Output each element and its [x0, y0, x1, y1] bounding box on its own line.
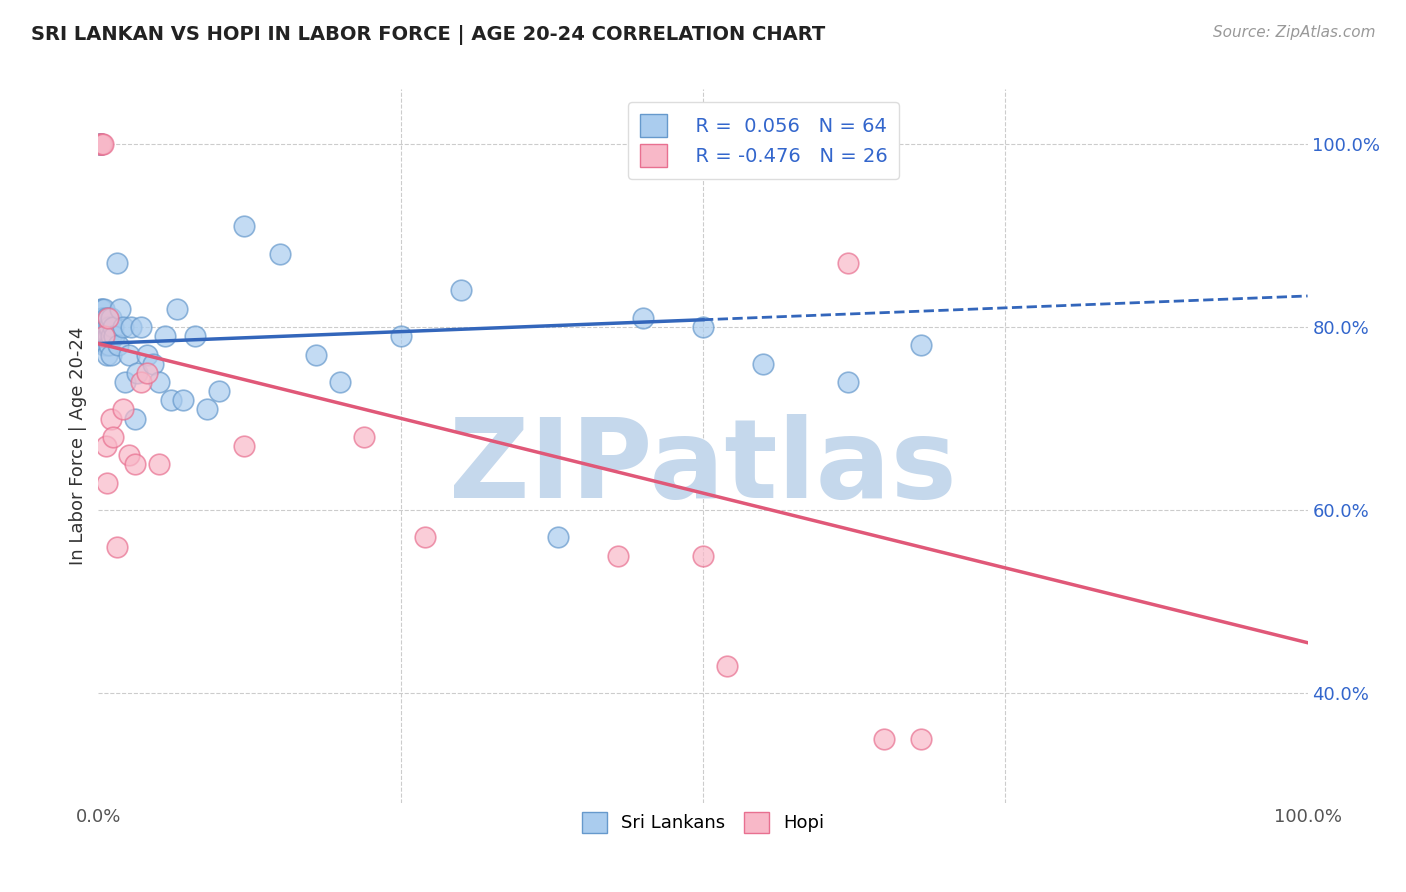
Point: [135, 347, 157, 361]
Point: [90, 329, 112, 343]
Point: [716, 658, 738, 673]
Y-axis label: In Labor Force | Age 20-24: In Labor Force | Age 20-24: [69, 326, 87, 566]
Point: [94, 329, 117, 343]
Point: [91, 137, 114, 152]
Point: [93, 320, 115, 334]
Point: [148, 375, 170, 389]
Point: [153, 329, 176, 343]
Point: [232, 439, 254, 453]
Point: [114, 375, 136, 389]
Point: [148, 458, 170, 472]
Point: [105, 256, 128, 270]
Point: [631, 310, 654, 325]
Point: [837, 256, 859, 270]
Point: [96, 338, 118, 352]
Point: [160, 393, 183, 408]
Point: [105, 540, 128, 554]
Point: [269, 247, 291, 261]
Point: [90, 137, 112, 152]
Point: [111, 402, 134, 417]
Point: [120, 320, 142, 334]
Point: [873, 731, 896, 746]
Point: [97, 329, 120, 343]
Point: [96, 320, 118, 334]
Point: [195, 402, 218, 417]
Point: [135, 366, 157, 380]
Point: [166, 301, 188, 316]
Point: [450, 284, 472, 298]
Point: [93, 329, 115, 343]
Point: [547, 531, 569, 545]
Point: [91, 301, 114, 316]
Point: [98, 320, 121, 334]
Point: [305, 347, 328, 361]
Point: [118, 448, 141, 462]
Point: [91, 329, 114, 343]
Legend: Sri Lankans, Hopi: Sri Lankans, Hopi: [571, 801, 835, 844]
Point: [208, 384, 231, 398]
Point: [101, 430, 124, 444]
Point: [752, 357, 775, 371]
Point: [127, 366, 149, 380]
Point: [910, 338, 932, 352]
Point: [329, 375, 352, 389]
Point: [89, 137, 111, 152]
Point: [108, 301, 131, 316]
Text: SRI LANKAN VS HOPI IN LABOR FORCE | AGE 20-24 CORRELATION CHART: SRI LANKAN VS HOPI IN LABOR FORCE | AGE …: [31, 25, 825, 45]
Point: [910, 731, 932, 746]
Point: [353, 430, 375, 444]
Point: [97, 310, 120, 325]
Point: [607, 549, 630, 563]
Point: [94, 320, 117, 334]
Point: [118, 347, 141, 361]
Point: [93, 338, 115, 352]
Point: [93, 329, 115, 343]
Point: [103, 329, 125, 343]
Point: [90, 137, 112, 152]
Point: [89, 137, 111, 152]
Point: [172, 393, 194, 408]
Point: [91, 320, 114, 334]
Point: [94, 310, 117, 325]
Point: [124, 458, 146, 472]
Point: [91, 310, 114, 325]
Point: [96, 475, 118, 490]
Point: [91, 320, 114, 334]
Point: [100, 310, 122, 325]
Point: [101, 320, 124, 334]
Point: [94, 439, 117, 453]
Point: [692, 549, 714, 563]
Point: [692, 320, 714, 334]
Point: [184, 329, 207, 343]
Point: [90, 301, 112, 316]
Text: Source: ZipAtlas.com: Source: ZipAtlas.com: [1212, 25, 1375, 40]
Point: [129, 320, 152, 334]
Text: ZIPatlas: ZIPatlas: [449, 414, 957, 521]
Point: [111, 320, 134, 334]
Point: [232, 219, 254, 234]
Point: [91, 329, 114, 343]
Point: [98, 338, 121, 352]
Point: [100, 411, 122, 425]
Point: [100, 329, 122, 343]
Point: [90, 137, 112, 152]
Point: [97, 310, 120, 325]
Point: [129, 375, 152, 389]
Point: [100, 347, 122, 361]
Point: [142, 357, 165, 371]
Point: [96, 347, 118, 361]
Point: [91, 137, 114, 152]
Point: [91, 310, 114, 325]
Point: [89, 137, 111, 152]
Point: [837, 375, 859, 389]
Point: [413, 531, 436, 545]
Point: [124, 411, 146, 425]
Point: [389, 329, 412, 343]
Point: [107, 338, 129, 352]
Point: [93, 301, 115, 316]
